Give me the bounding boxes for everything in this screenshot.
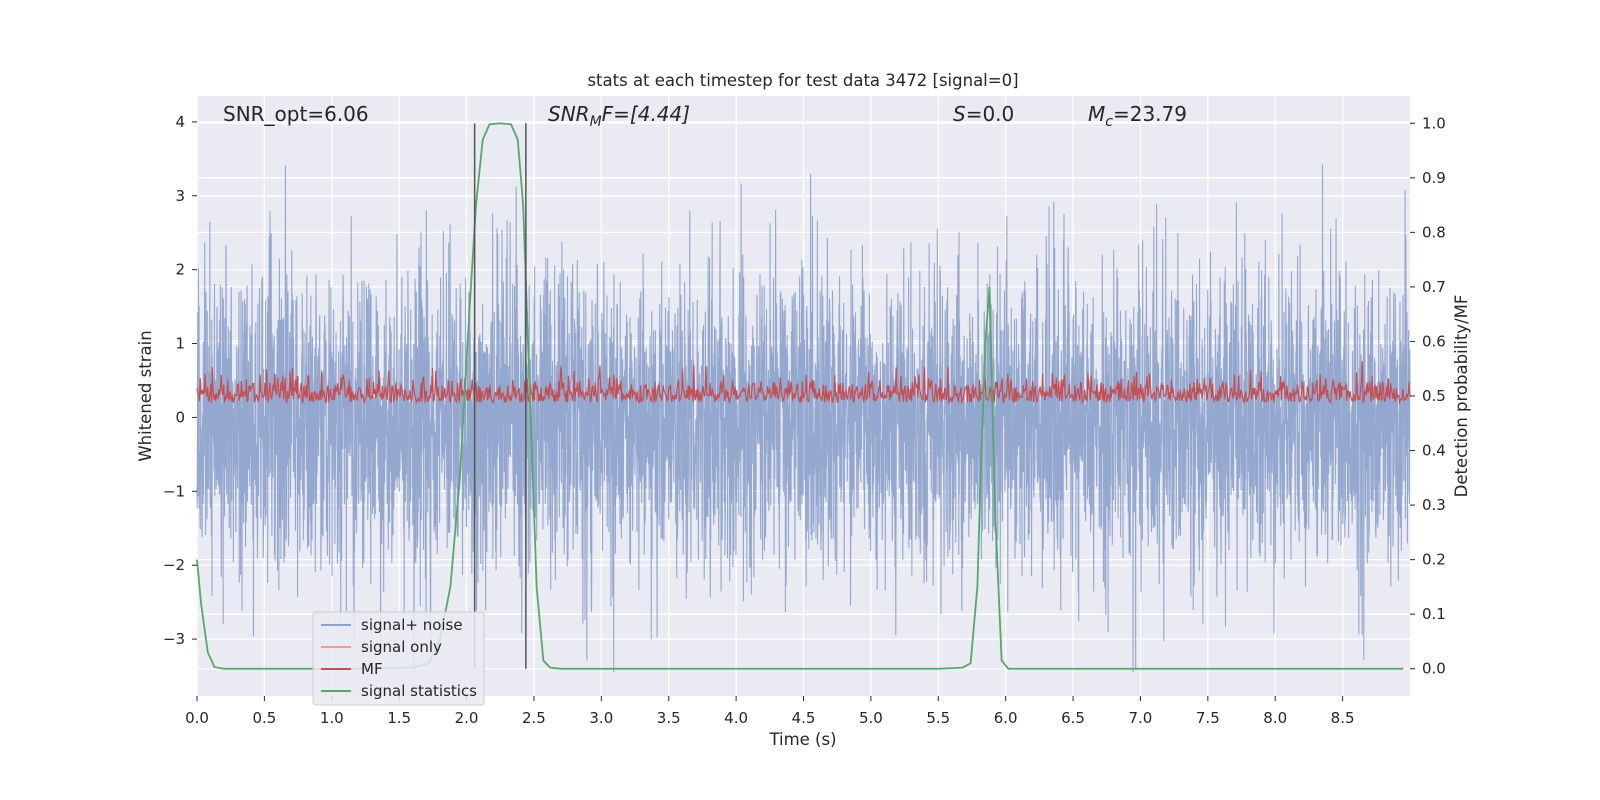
y-right-tick-label: 0.0 xyxy=(1422,660,1446,678)
y-right-tick-label: 0.8 xyxy=(1422,223,1446,241)
y-right-tick-label: 0.3 xyxy=(1422,496,1446,514)
x-tick-label: 8.0 xyxy=(1263,709,1287,727)
y-tick-label: 0 xyxy=(175,408,185,426)
legend-label-mf: MF xyxy=(361,660,383,678)
line-signal-noise xyxy=(196,164,1411,673)
y-right-tick-label: 0.5 xyxy=(1422,387,1446,405)
y-tick-label: 3 xyxy=(175,187,185,205)
annotation-mc-symbol: M xyxy=(1088,102,1105,126)
x-tick-label: 2.0 xyxy=(455,709,479,727)
y-axis-label-right: Detection probability/MF xyxy=(1452,295,1471,498)
y-ticks-left: −3 −2 −1 0 1 2 3 4 xyxy=(163,113,197,648)
y-right-tick-label: 0.6 xyxy=(1422,332,1446,350)
x-tick-label: 5.0 xyxy=(859,709,883,727)
y-tick-label: −2 xyxy=(163,556,185,574)
y-right-tick-label: 0.1 xyxy=(1422,605,1446,623)
x-tick-label: 1.0 xyxy=(320,709,344,727)
y-right-tick-label: 0.4 xyxy=(1422,442,1446,460)
series-mf xyxy=(196,361,1411,405)
x-tick-label: 3.5 xyxy=(657,709,681,727)
x-tick-label: 5.5 xyxy=(926,709,950,727)
legend: signal+ noise signal only MF signal stat… xyxy=(312,611,485,706)
x-tick-label: 4.5 xyxy=(792,709,816,727)
y-right-tick-label: 1.0 xyxy=(1422,114,1446,132)
legend-label-signal-statistics: signal statistics xyxy=(361,682,477,700)
x-tick-label: 0.0 xyxy=(185,709,209,727)
x-axis-label: Time (s) xyxy=(768,730,836,749)
annotation-mc-value: =23.79 xyxy=(1113,102,1187,126)
legend-label-signal-only: signal only xyxy=(361,638,442,656)
chart-title: stats at each timestep for test data 347… xyxy=(587,71,1018,90)
series-signal-noise xyxy=(196,164,1411,673)
y-right-tick-label: 0.9 xyxy=(1422,169,1446,187)
annotation-snr-opt: SNR_opt=6.06 xyxy=(223,102,369,126)
vertical-markers xyxy=(473,123,527,669)
y-axis-label-left: Whitened strain xyxy=(136,330,155,461)
x-tick-label: 2.5 xyxy=(522,709,546,727)
y-tick-label: 2 xyxy=(175,261,185,279)
annotation-snr-mf: SNRMF=[4.44] xyxy=(548,102,690,130)
x-tick-label: 4.0 xyxy=(724,709,748,727)
y-right-tick-label: 0.2 xyxy=(1422,551,1446,569)
x-tick-label: 1.5 xyxy=(387,709,411,727)
annotation-snr-mf-symbol: SNR xyxy=(548,102,590,126)
y-tick-label: −3 xyxy=(163,630,185,648)
annotation-snr-mf-subscript: M xyxy=(590,114,602,130)
annotation-s-symbol: S xyxy=(953,102,966,126)
legend-label-signal-noise: signal+ noise xyxy=(361,616,463,634)
annotation-s: S=0.0 xyxy=(953,102,1014,126)
x-ticks: 0.0 0.5 1.0 1.5 2.0 2.5 3.0 3.5 4.0 4.5 5.0 5.5 6.0 6… xyxy=(185,696,1355,727)
x-tick-label: 7.0 xyxy=(1129,709,1153,727)
x-tick-label: 6.0 xyxy=(994,709,1018,727)
annotation-s-value: =0.0 xyxy=(966,102,1015,126)
x-tick-label: 6.5 xyxy=(1061,709,1085,727)
x-tick-label: 3.0 xyxy=(589,709,613,727)
x-tick-label: 8.5 xyxy=(1331,709,1355,727)
legend-box xyxy=(312,611,485,706)
annotation-snr-mf-value: F=[4.44] xyxy=(602,102,690,126)
y-tick-label: −1 xyxy=(163,482,185,500)
x-tick-label: 0.5 xyxy=(252,709,276,727)
y-tick-label: 1 xyxy=(175,335,185,353)
line-mf xyxy=(196,361,1411,405)
y-ticks-right: 0.0 0.1 0.2 0.3 0.4 0.5 0.6 0.7 0.8 0.9 1.0 xyxy=(1410,114,1446,678)
y-right-tick-label: 0.7 xyxy=(1422,278,1446,296)
y-tick-label: 4 xyxy=(175,113,185,131)
annotation-mc: Mc=23.79 xyxy=(1088,102,1187,130)
annotation-mc-subscript: c xyxy=(1105,114,1113,130)
x-tick-label: 7.5 xyxy=(1196,709,1220,727)
